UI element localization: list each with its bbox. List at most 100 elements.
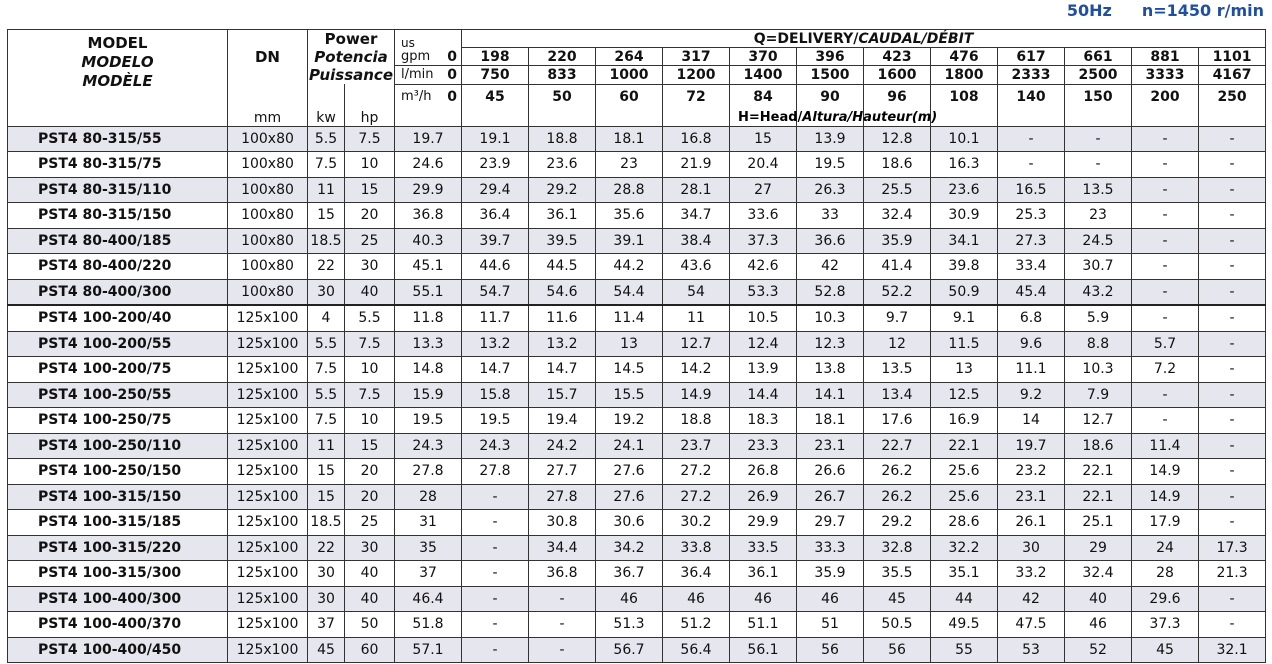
cell: 45: [863, 585, 932, 612]
cell: 4: [307, 304, 345, 332]
cell: -: [1131, 202, 1200, 229]
cell: 26.6: [796, 458, 865, 485]
flow-value: 198: [461, 47, 530, 67]
header-row: mm kw hp m³/h 0 45 50 60 72 84 90 96 108 140 150 200 250: [8, 83, 1267, 127]
cell: 5.5: [307, 381, 345, 408]
cell: 54.7: [461, 278, 530, 306]
model-name: PST4 100-315/150: [7, 483, 228, 510]
cell: 14.9: [1131, 458, 1200, 485]
flow-value: 96: [863, 83, 932, 127]
cell: 18.6: [863, 151, 932, 178]
cell: 52.8: [796, 278, 865, 306]
cell: 7.5: [343, 125, 396, 152]
speed: n=1450 r/min: [1141, 1, 1264, 20]
cell: 54: [662, 278, 731, 306]
cell: -: [1198, 611, 1267, 638]
cell: 26.2: [863, 483, 932, 510]
performance-table: MODEL MODELO MODÈLE DN Power Potencia Puissanc…: [7, 28, 1267, 663]
flow-title-part: Q=DELIVERY/: [753, 30, 859, 47]
cell: 24.1: [595, 432, 664, 459]
cell: 24: [1131, 534, 1200, 561]
cell: 49.5: [930, 611, 999, 638]
cell: 25.5: [863, 176, 932, 203]
cell: 57.1: [394, 636, 463, 663]
cell: 22.7: [863, 432, 932, 459]
cell: 42: [796, 253, 865, 280]
cell: 46: [796, 585, 865, 612]
flow-value: 833: [528, 65, 597, 85]
cell: 40: [343, 278, 396, 306]
cell: 125x100: [227, 611, 308, 638]
cell: 7.5: [307, 356, 345, 383]
cell: 28.8: [595, 176, 664, 203]
cell: 34.1: [930, 227, 999, 254]
cell: 14.9: [662, 381, 731, 408]
cell: 30: [307, 560, 345, 587]
cell: 18.5: [307, 227, 345, 254]
cell: 5.5: [307, 125, 345, 152]
cell: -: [1131, 253, 1200, 280]
cell: 28.1: [662, 176, 731, 203]
model-name: PST4 100-400/370: [7, 611, 228, 638]
cell: 25.1: [1064, 509, 1133, 536]
flow-value: 84: [729, 83, 798, 127]
cell: 7.5: [343, 330, 396, 357]
cell: -: [461, 585, 530, 612]
cell: -: [461, 483, 530, 510]
cell: 125x100: [227, 432, 308, 459]
cell: 32.8: [863, 534, 932, 561]
dn-unit: mm: [227, 84, 308, 127]
cell: 17.3: [1198, 534, 1267, 561]
cell: 7.5: [307, 151, 345, 178]
cell: 37.3: [1131, 611, 1200, 638]
zero-flow: 0: [447, 66, 458, 83]
cell: 32.4: [1064, 560, 1133, 587]
data-row: PST4 100-250/55 125x100 5.5 7.5 15.9 15.8 15.7…: [7, 381, 1267, 408]
model-name: PST4 100-315/300: [7, 560, 228, 587]
data-row: PST4 100-400/450 125x100 45 60 57.1- -56.7 56.…: [7, 636, 1267, 663]
header-row: MODEL MODELO MODÈLE DN Power Potencia Puissanc…: [7, 28, 1267, 127]
cell: -: [528, 611, 597, 638]
cell: 125x100: [227, 330, 308, 357]
cell: 125x100: [227, 585, 308, 612]
cell: 24.3: [394, 432, 463, 459]
cell: 14: [997, 407, 1066, 434]
cell: 23.7: [662, 432, 731, 459]
cell: 51.1: [729, 611, 798, 638]
cell: 39.7: [461, 227, 530, 254]
cell: 15: [307, 458, 345, 485]
cell: -: [1198, 585, 1267, 612]
cell: 7.5: [307, 407, 345, 434]
cell: 20: [343, 458, 396, 485]
cell: 37: [307, 611, 345, 638]
model-name: PST4 100-315/185: [7, 509, 228, 536]
cell: 15: [343, 432, 396, 459]
cell: 12.4: [729, 330, 798, 357]
cell: 42.6: [729, 253, 798, 280]
cell: 45.1: [394, 253, 463, 280]
flow-value: 3333: [1131, 65, 1200, 85]
model-label: MODEL: [87, 34, 148, 52]
cell: 30.8: [528, 509, 597, 536]
cell: 46: [1064, 611, 1133, 638]
frequency: 50Hz: [1066, 1, 1112, 20]
cell: 10.5: [729, 304, 798, 332]
cell: 36.1: [528, 202, 597, 229]
cell: 40.3: [394, 227, 463, 254]
cell: 15: [729, 125, 798, 152]
cell: 5.5: [307, 330, 345, 357]
cell: 44.5: [528, 253, 597, 280]
zero-flow: 0: [447, 49, 458, 66]
cell: 32.4: [863, 202, 932, 229]
model-name: PST4 100-250/75: [7, 407, 228, 434]
cell: 29.2: [528, 176, 597, 203]
model-name: PST4 100-200/75: [7, 356, 228, 383]
speed-header: 50Hz n=1450 r/min: [1037, 1, 1264, 20]
flow-value: 370: [729, 47, 798, 67]
cell: -: [1198, 176, 1267, 203]
cell: 22.1: [1064, 483, 1133, 510]
cell: 27.6: [595, 483, 664, 510]
cell: 22: [307, 253, 345, 280]
cell: 125x100: [227, 356, 308, 383]
cell: 14.4: [729, 381, 798, 408]
